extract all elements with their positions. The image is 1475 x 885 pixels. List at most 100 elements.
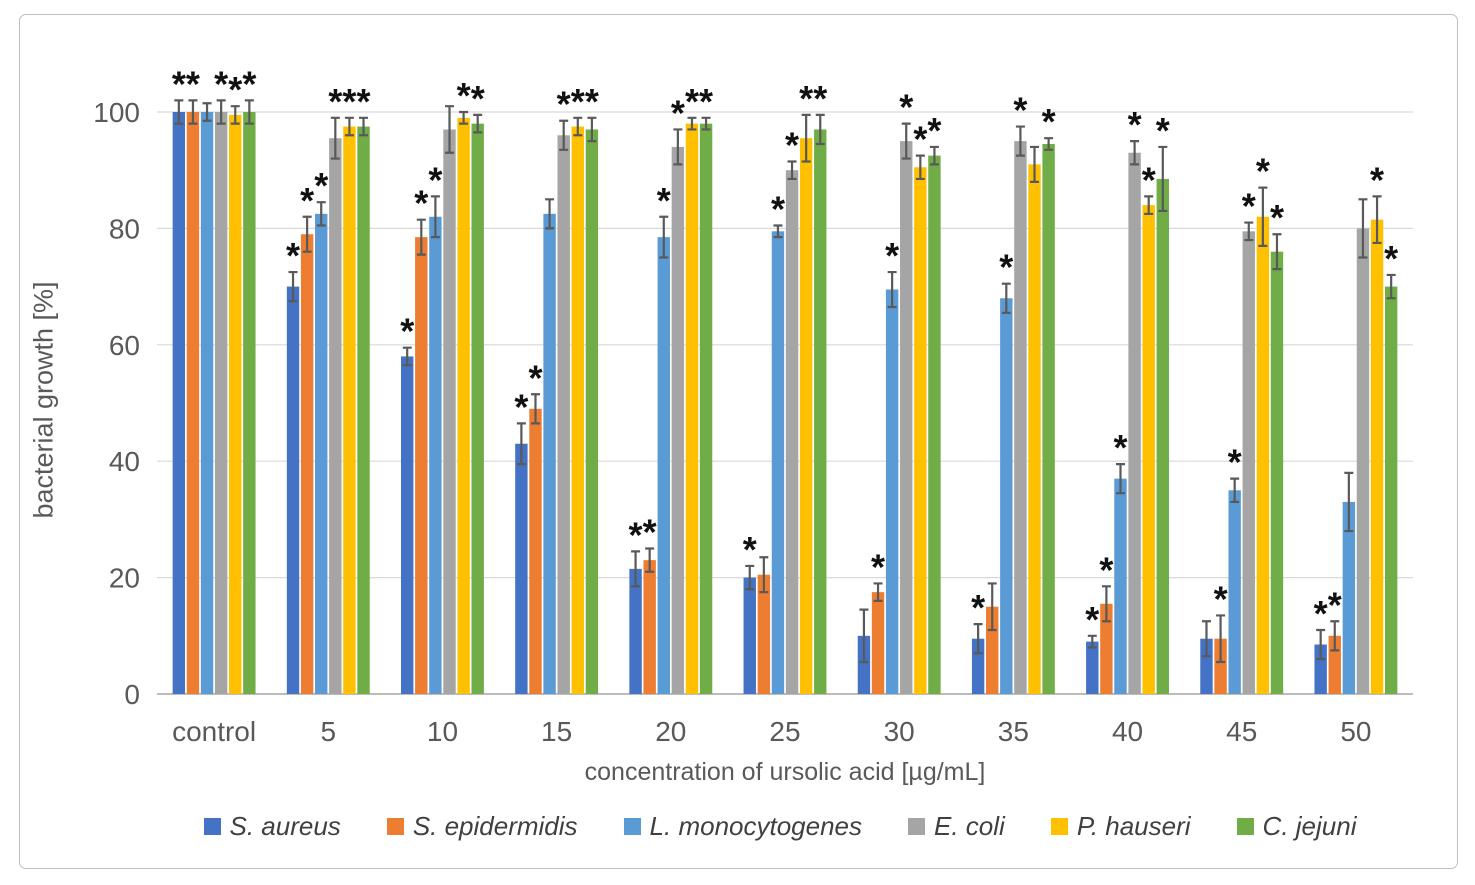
legend-label: S. epidermidis [412, 810, 578, 841]
significance-asterisk: * [1242, 186, 1256, 227]
bar-s-aureus [1200, 638, 1213, 694]
error-bar [1116, 463, 1125, 495]
error-bar [1316, 628, 1326, 661]
error-bar [1244, 221, 1254, 242]
significance-asterisk: * [643, 512, 657, 553]
bar-p-hauseri [1142, 205, 1155, 694]
bar-e-coli [1014, 141, 1027, 695]
error-bar [1330, 620, 1340, 652]
bar-e-coli [214, 112, 228, 694]
y-tick-label: 40 [109, 446, 140, 477]
error-bar [359, 116, 369, 137]
bar-p-hauseri [1256, 216, 1270, 694]
x-tick-label: 20 [655, 716, 686, 747]
y-tick-label: 80 [109, 213, 140, 244]
significance-asterisk: * [885, 235, 899, 276]
bar-e-coli [1242, 231, 1255, 694]
x-tick-label: 25 [769, 716, 800, 747]
significance-asterisk: * [400, 311, 414, 352]
error-bar [587, 116, 597, 143]
significance-asterisk: * [1314, 593, 1328, 634]
error-bar [316, 201, 326, 227]
legend-swatch [386, 817, 404, 835]
error-bar [1144, 195, 1154, 215]
significance-asterisk: * [1128, 104, 1142, 145]
significance-asterisk: * [671, 92, 685, 133]
bar-p-hauseri [914, 167, 927, 695]
legend-label: L. monocytogenes [649, 810, 863, 841]
x-tick-label: 15 [541, 716, 572, 747]
error-bar [1158, 145, 1168, 213]
x-tick-label: 5 [320, 716, 336, 747]
significance-asterisk: * [571, 81, 585, 122]
error-bar [216, 99, 226, 125]
bar-s-epidermidis [757, 574, 771, 694]
bar-p-hauseri [1028, 164, 1041, 694]
significance-asterisk: * [214, 63, 228, 104]
error-bar [687, 116, 697, 131]
significance-asterisk: * [699, 81, 713, 122]
bar-l-monocytogenes [1114, 478, 1127, 694]
error-bar [559, 119, 569, 151]
bar-c-jejuni [471, 123, 484, 694]
legend-item: C. jejuni [1236, 811, 1356, 842]
bar-l-monocytogenes [1342, 501, 1356, 694]
bar-p-hauseri [571, 126, 584, 695]
bar-s-epidermidis [300, 234, 314, 694]
bar-s-aureus [743, 577, 756, 694]
bar-s-aureus [857, 635, 871, 694]
error-bar [545, 198, 555, 230]
error-bar [416, 218, 426, 256]
error-bar [673, 128, 683, 166]
bar-s-aureus [515, 443, 528, 694]
error-bar [773, 224, 783, 239]
error-bar [1372, 195, 1382, 245]
error-bar [1001, 282, 1011, 314]
error-bar [887, 270, 897, 309]
error-bar [915, 154, 925, 181]
error-bar [1130, 140, 1140, 166]
bar-e-coli [443, 129, 456, 694]
error-bar [745, 564, 755, 591]
significance-asterisk: * [1142, 159, 1156, 200]
x-tick-label: 45 [1226, 716, 1257, 747]
significance-asterisk: * [528, 357, 542, 398]
legend-swatch [623, 817, 641, 835]
significance-asterisk: * [428, 159, 442, 200]
bar-l-monocytogenes [657, 237, 670, 694]
significance-asterisk: * [1156, 110, 1170, 151]
legend-swatch [1236, 817, 1254, 835]
error-bar [1087, 634, 1097, 649]
error-bar [1230, 477, 1240, 504]
significance-asterisk: * [1370, 159, 1384, 200]
bar-l-monocytogenes [1000, 298, 1013, 694]
error-bar [1258, 186, 1268, 247]
y-tick-label: 0 [124, 679, 140, 710]
x-tick-label: 50 [1340, 716, 1371, 747]
bar-c-jejuni [1270, 251, 1284, 694]
significance-asterisk: * [1113, 427, 1127, 468]
significance-asterisk: * [1042, 101, 1056, 142]
x-tick-label: 30 [884, 716, 915, 747]
bar-c-jejuni [814, 129, 827, 694]
error-bar [430, 195, 440, 239]
significance-asterisk: * [685, 81, 699, 122]
bar-e-coli [785, 170, 799, 694]
bar-c-jejuni [928, 155, 941, 694]
significance-asterisk: * [557, 84, 571, 125]
error-bar [445, 105, 455, 154]
significance-asterisk: * [999, 247, 1013, 288]
significance-asterisk: * [971, 587, 985, 628]
significance-asterisk: * [1013, 90, 1027, 131]
bar-l-monocytogenes [200, 112, 214, 694]
significance-asterisk: * [585, 81, 599, 122]
error-bar [1015, 125, 1025, 157]
bar-s-aureus [172, 112, 186, 694]
bar-s-aureus [1086, 641, 1099, 694]
bar-l-monocytogenes [1228, 490, 1241, 694]
error-bar [1044, 137, 1054, 151]
bar-s-aureus [629, 568, 642, 694]
significance-asterisk: * [899, 87, 913, 128]
bar-s-epidermidis [1100, 603, 1113, 694]
